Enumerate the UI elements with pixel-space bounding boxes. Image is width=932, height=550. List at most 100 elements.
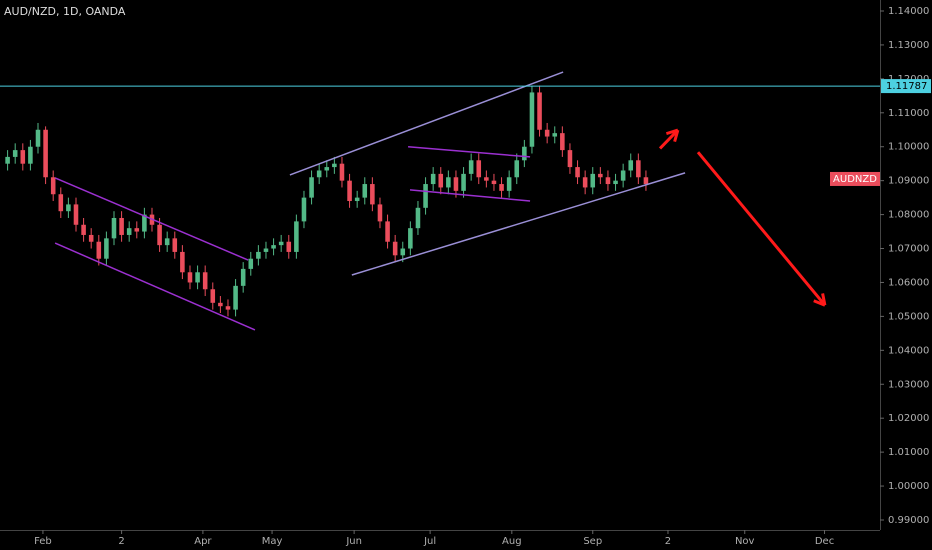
y-tick-label: 1.01000	[888, 447, 929, 458]
chart-title: AUD/NZD, 1D, OANDA	[4, 5, 126, 18]
candle-body	[119, 217, 124, 235]
symbol-label-box	[830, 171, 880, 186]
candle-body	[575, 167, 580, 178]
candle-body	[605, 177, 611, 185]
candle-body	[506, 177, 512, 191]
y-tick-label: 0.99000	[888, 515, 929, 526]
candle-body	[522, 146, 527, 161]
candle-body	[476, 160, 482, 178]
candle-body	[294, 221, 299, 252]
candle-body	[643, 177, 649, 185]
candle-body	[164, 238, 170, 246]
candle-body	[88, 234, 94, 242]
candle-body	[43, 129, 48, 178]
arrow-head	[813, 299, 826, 307]
y-tick-label: 1.14000	[888, 6, 929, 17]
candle-body	[301, 197, 307, 222]
candle-body	[339, 163, 345, 181]
x-tick-label: May	[262, 536, 283, 547]
x-tick-label: 2	[665, 536, 671, 547]
x-tick-label: Nov	[735, 536, 755, 547]
candle-body	[423, 184, 428, 208]
price-label-box	[881, 79, 931, 94]
candle-body	[180, 251, 185, 273]
y-tick-label: 1.07000	[888, 244, 929, 255]
candle-body	[210, 289, 216, 303]
arrow	[658, 129, 679, 150]
candle-body	[377, 204, 383, 222]
candle-body	[316, 170, 322, 178]
candle-body	[590, 173, 596, 188]
trend-line	[54, 177, 249, 261]
candle-body	[324, 167, 330, 171]
arrow-head	[673, 129, 680, 143]
candle-body	[491, 180, 497, 185]
y-tick-label: 1.09000	[888, 176, 929, 187]
y-tick-label: 1.10000	[888, 142, 929, 153]
candle-body	[96, 241, 102, 259]
candle-body	[484, 177, 489, 181]
x-tick-label: 2	[118, 536, 124, 547]
candle-body	[552, 133, 558, 137]
candle-body	[28, 146, 33, 164]
candle-body	[400, 248, 406, 256]
candle-body	[35, 129, 41, 147]
arrow	[696, 151, 827, 307]
candle-body	[195, 272, 200, 283]
candle-body	[12, 150, 18, 157]
candle-body	[636, 160, 641, 178]
candle-body	[408, 228, 413, 249]
y-tick-label: 1.06000	[888, 277, 929, 288]
candle-body	[81, 224, 86, 235]
candle-body	[126, 228, 132, 235]
candle-body	[560, 133, 565, 151]
candle-body	[620, 170, 626, 181]
candle-body	[537, 92, 542, 130]
candle-body	[332, 163, 337, 168]
x-tick-label: Aug	[502, 536, 522, 547]
trend-line	[409, 189, 531, 202]
candle-body	[202, 272, 208, 290]
x-tick-label: Jul	[423, 536, 436, 547]
x-tick-label: Dec	[815, 536, 834, 547]
candle-body	[271, 245, 276, 249]
x-tick-label: Sep	[583, 536, 602, 547]
candle-body	[567, 150, 573, 168]
candle-body	[134, 228, 140, 232]
candle-body	[66, 204, 71, 212]
candle-body	[446, 177, 451, 188]
candle-body	[142, 214, 147, 232]
symbol-label: AUDNZD	[833, 174, 877, 185]
candle-body	[50, 177, 56, 195]
y-tick-label: 1.13000	[888, 40, 929, 51]
candle-body	[104, 238, 109, 259]
x-tick-label: Apr	[194, 536, 212, 547]
candle-body	[240, 268, 246, 286]
candle-body	[461, 173, 466, 191]
trend-line	[408, 145, 531, 158]
y-tick-label: 1.04000	[888, 345, 929, 356]
trend-line	[54, 242, 256, 331]
candle-body	[309, 177, 314, 198]
candle-body	[73, 204, 79, 225]
candle-body	[5, 156, 10, 164]
trend-line	[351, 172, 686, 276]
y-tick-label: 1.00000	[888, 481, 929, 492]
candle-body	[111, 217, 117, 239]
y-tick-label: 1.11000	[888, 108, 929, 119]
candle-body	[187, 272, 193, 283]
candle-body	[499, 184, 504, 191]
candle-body	[256, 251, 261, 259]
y-tick-label: 1.08000	[888, 210, 929, 221]
y-tick-label: 1.02000	[888, 413, 929, 424]
candle-body	[157, 224, 162, 246]
candle-body	[278, 241, 284, 246]
x-tick-label: Jun	[345, 536, 362, 547]
candle-body	[613, 180, 618, 185]
candle-body	[438, 173, 444, 188]
candle-body	[392, 241, 398, 256]
candle-body	[544, 129, 550, 137]
candle-body	[362, 184, 368, 198]
